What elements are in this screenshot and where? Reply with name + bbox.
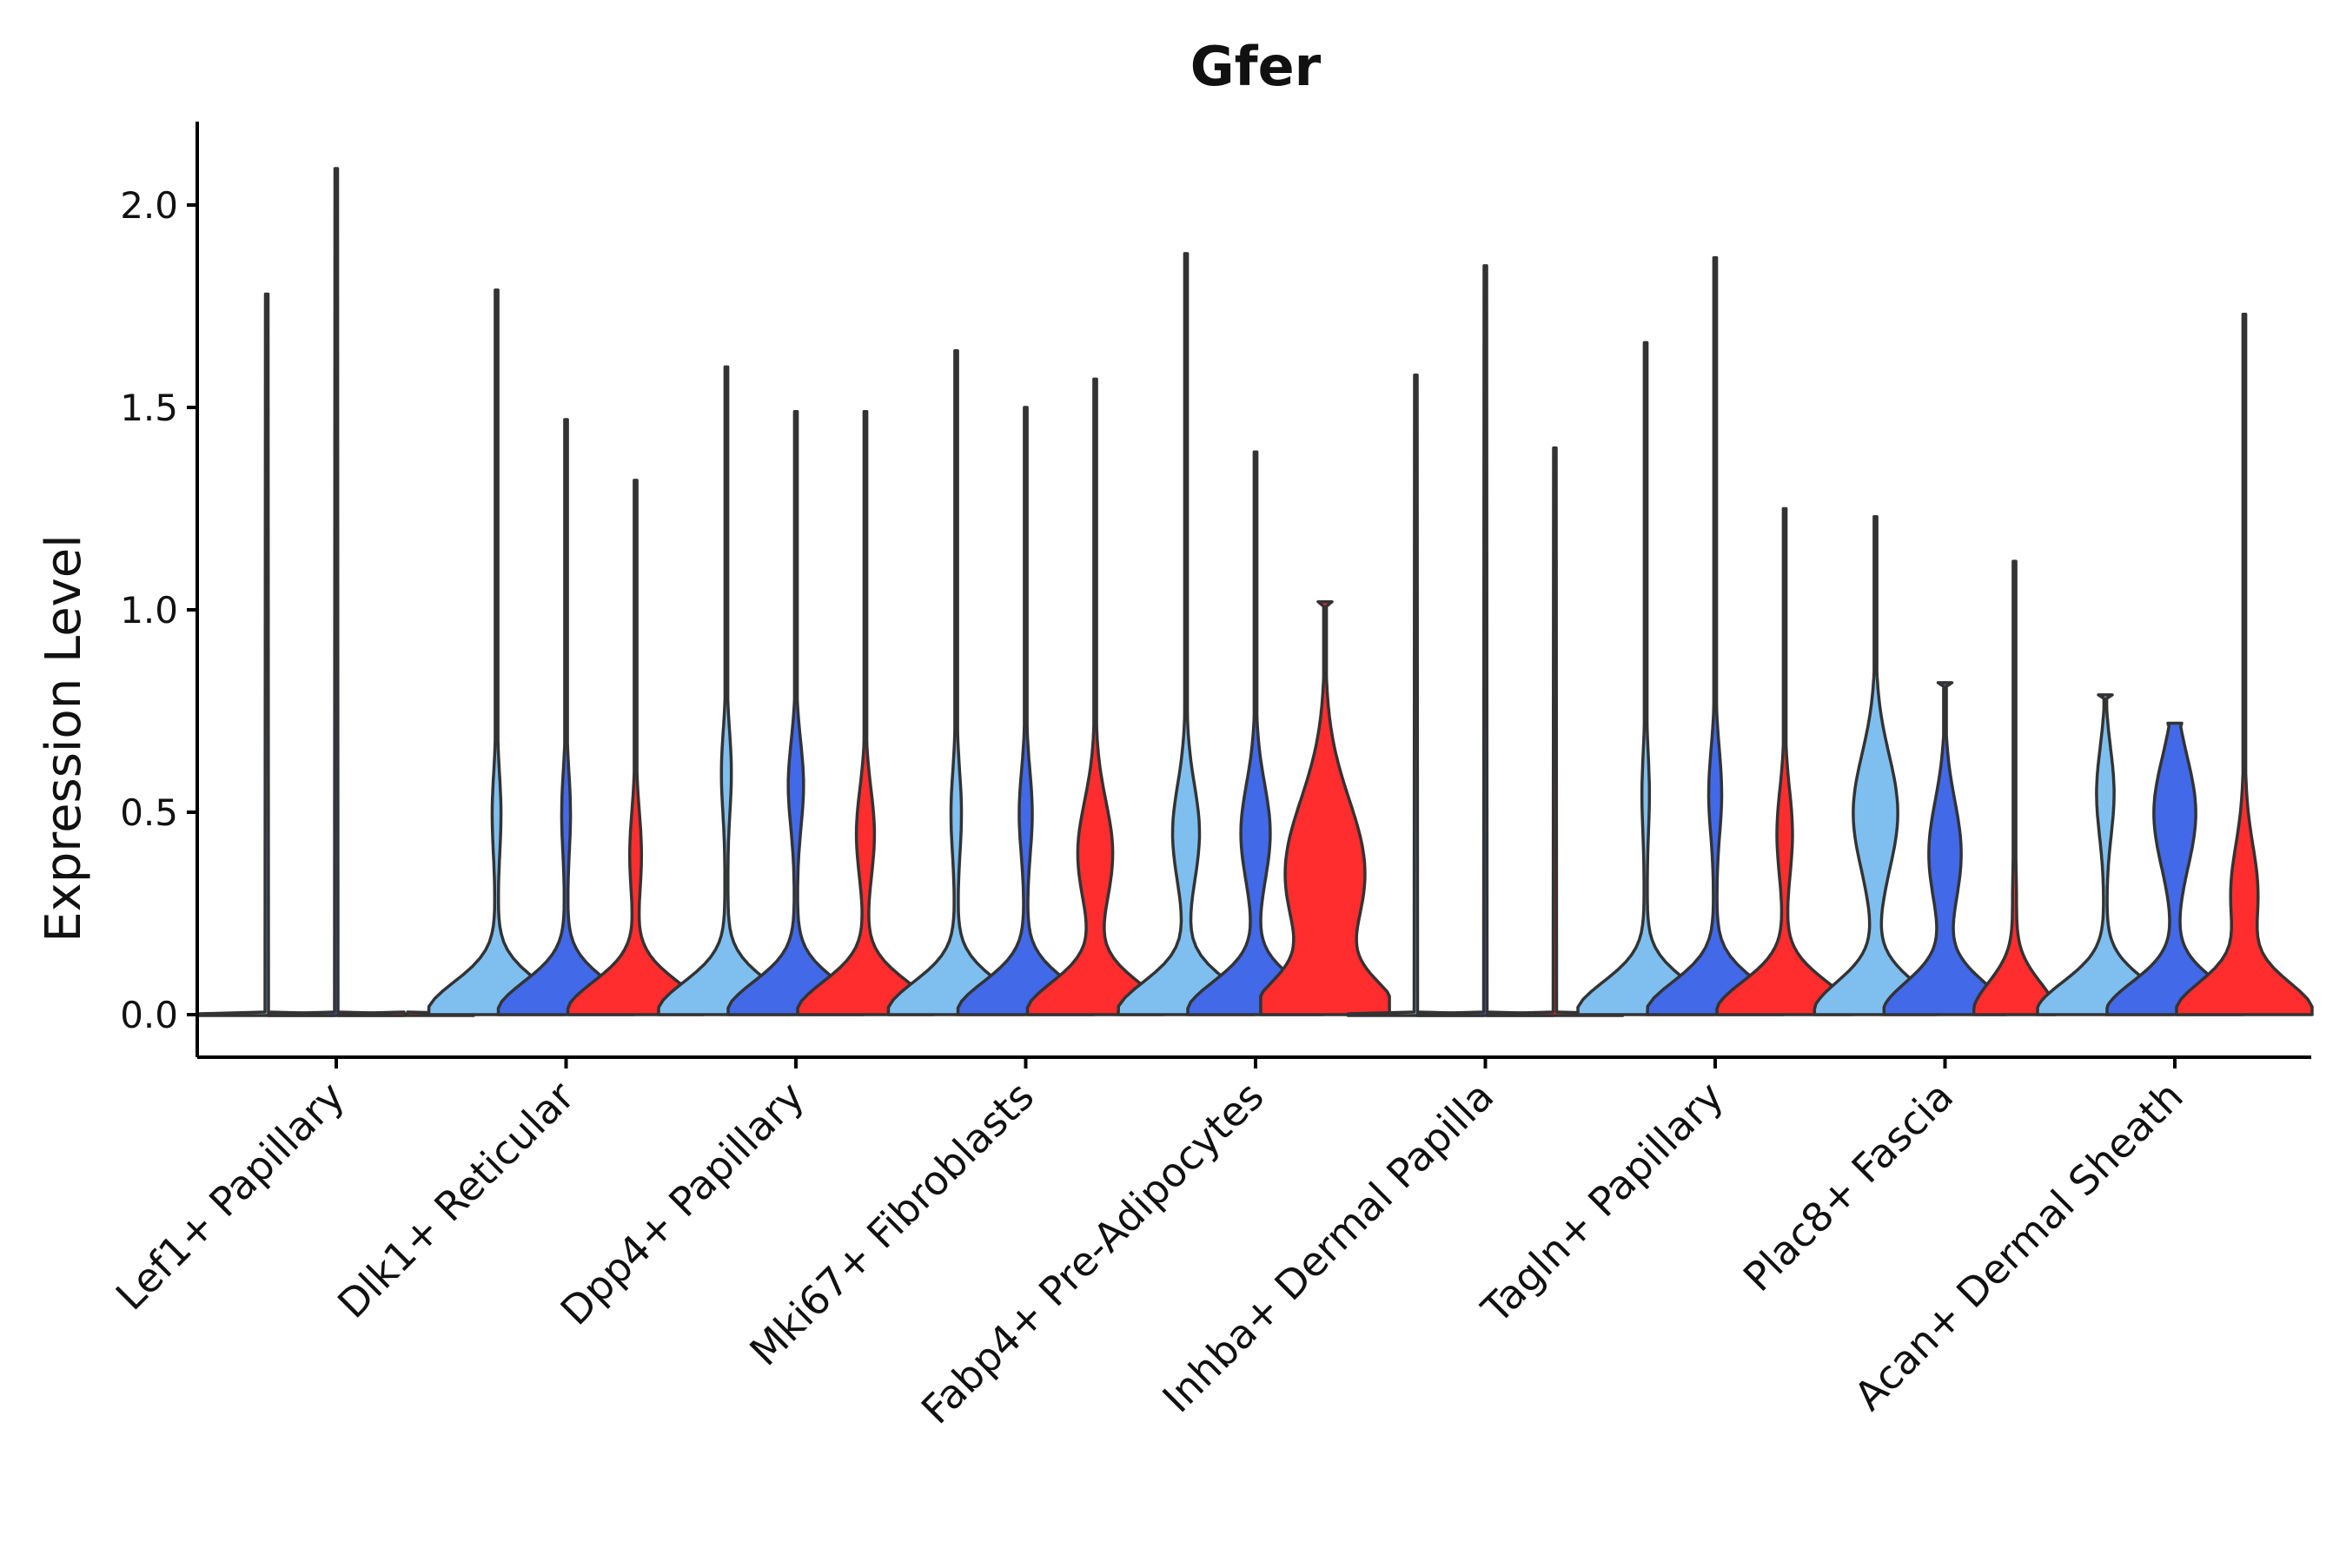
- violin-1-2: [566, 479, 706, 1016]
- violins: [197, 167, 2314, 1017]
- violin-7-1: [1882, 681, 2008, 1016]
- violin-3-0: [886, 349, 1026, 1016]
- violin-7-0: [1813, 515, 1938, 1016]
- x-tick-label: Dpp4+ Papillary: [552, 1073, 813, 1334]
- violin-4-0: [1117, 252, 1256, 1016]
- violin-3-1: [956, 406, 1096, 1016]
- x-tick-label: Plac8+ Fascia: [1734, 1073, 1962, 1300]
- y-tick-label: 1.0: [120, 589, 178, 632]
- chart-title: Gfer: [1190, 35, 1322, 98]
- violin-2-1: [726, 409, 865, 1016]
- y-tick-label: 0.0: [120, 994, 178, 1036]
- x-tick-label: Tagln+ Papillary: [1472, 1073, 1733, 1333]
- x-tick-label: Dlk1+ Reticular: [328, 1073, 583, 1327]
- y-tick-label: 2.0: [120, 184, 178, 227]
- violin-7-2: [1972, 559, 2058, 1016]
- y-axis-label: Expression Level: [36, 534, 92, 943]
- y-tick-label: 1.5: [120, 387, 178, 429]
- x-tick-label: Lef1+ Papillary: [107, 1073, 354, 1320]
- violin-1-1: [496, 418, 636, 1016]
- violin-5-1: [1415, 264, 1555, 1017]
- violin-5-2: [1485, 446, 1625, 1017]
- violin-2-0: [657, 365, 796, 1016]
- violin-8-1: [2105, 721, 2244, 1016]
- violin-0-1: [267, 167, 406, 1017]
- violin-2-2: [796, 409, 935, 1016]
- violin-8-2: [2175, 313, 2314, 1016]
- violin-6-1: [1646, 255, 1785, 1016]
- violin-6-0: [1576, 341, 1715, 1016]
- violin-8-0: [2036, 693, 2175, 1016]
- violin-0-0: [197, 292, 336, 1017]
- violin-6-2: [1715, 506, 1854, 1016]
- violin-1-0: [427, 288, 567, 1016]
- violin-3-2: [1025, 377, 1165, 1016]
- violin-4-2: [1259, 599, 1391, 1016]
- violin-4-1: [1186, 450, 1325, 1016]
- violin-5-0: [1346, 373, 1486, 1017]
- y-tick-label: 0.5: [120, 791, 178, 834]
